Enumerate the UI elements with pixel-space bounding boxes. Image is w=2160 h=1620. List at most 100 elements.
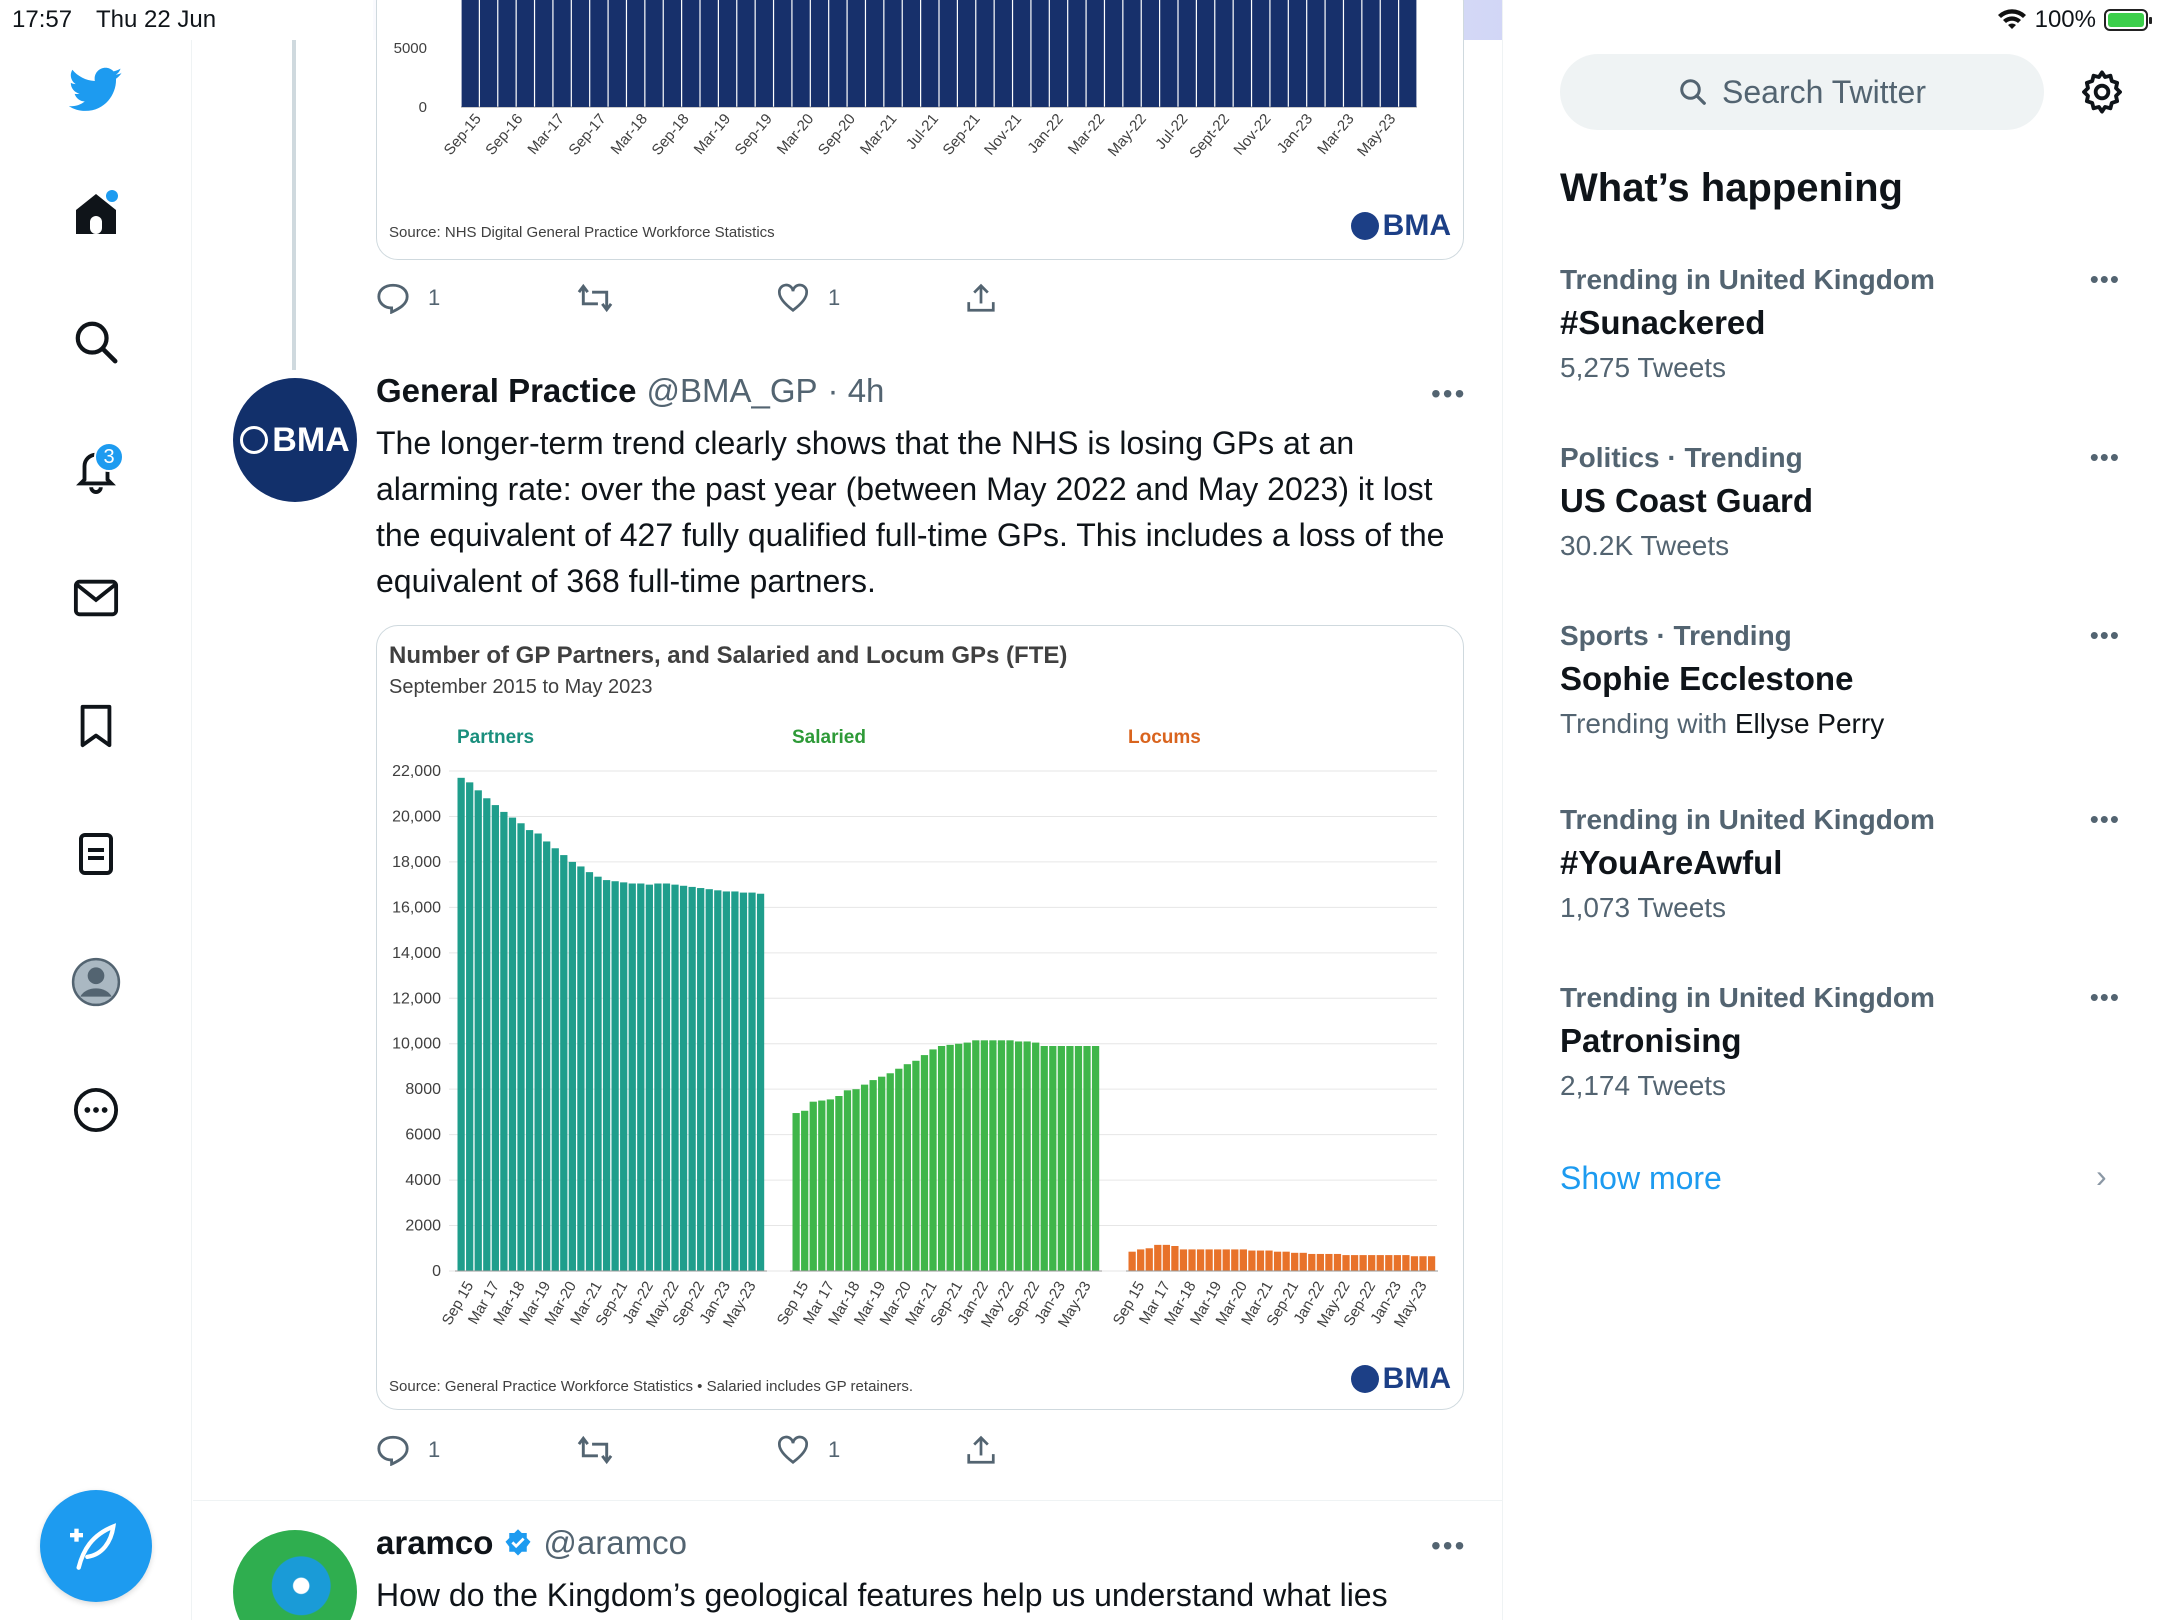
retweet-button[interactable] xyxy=(576,283,614,313)
bar xyxy=(1032,1042,1040,1271)
bar xyxy=(705,889,713,1271)
tweet-more-icon[interactable]: ••• xyxy=(1431,378,1467,409)
bar xyxy=(1196,1249,1205,1271)
messages-envelope-icon[interactable] xyxy=(66,568,126,628)
bma-avatar[interactable]: BMA xyxy=(233,378,357,502)
profile-avatar-icon[interactable] xyxy=(66,952,126,1012)
y-tick-label: 18,000 xyxy=(392,854,441,871)
more-menu-icon[interactable] xyxy=(66,1080,126,1140)
author-handle[interactable]: @aramco xyxy=(543,1524,687,1561)
bar xyxy=(1123,0,1141,107)
trend-item[interactable]: Sports · Trending Sophie Ecclestone Tren… xyxy=(1560,620,2120,740)
bar xyxy=(1013,0,1031,107)
bar xyxy=(1427,1256,1436,1271)
trend-name: #YouAreAwful xyxy=(1560,844,1783,881)
author-name[interactable]: aramco xyxy=(376,1524,494,1561)
explore-search-icon[interactable] xyxy=(66,312,126,372)
x-tick-label: Sep-21 xyxy=(940,111,984,159)
home-icon[interactable] xyxy=(66,184,126,244)
bma-logo: BMA xyxy=(1350,209,1451,243)
status-indicators: 100% xyxy=(1997,6,2152,34)
bar xyxy=(1419,1256,1427,1271)
bar xyxy=(1380,0,1399,107)
trend-more-icon[interactable]: ••• xyxy=(2089,264,2120,294)
bar xyxy=(835,1096,843,1271)
bar xyxy=(560,855,568,1271)
share-icon xyxy=(967,1435,995,1464)
trend-more-icon[interactable]: ••• xyxy=(2089,620,2120,650)
y-tick-label: 20,000 xyxy=(392,808,441,825)
trend-more-icon[interactable]: ••• xyxy=(2089,804,2120,834)
notifications-bell-icon[interactable]: 3 xyxy=(66,440,126,500)
retweet-button[interactable] xyxy=(576,1435,614,1465)
notifications-badge: 3 xyxy=(94,442,124,472)
bar xyxy=(671,884,679,1271)
bar xyxy=(902,0,921,107)
previous-tweet-chart-card[interactable]: 5000 0 Sep-15 Sep-16 Mar-17 Sep-17 Mar-18 Sep-1… xyxy=(376,0,1464,260)
bar xyxy=(792,1113,800,1271)
bar xyxy=(688,886,696,1271)
bar xyxy=(590,0,608,107)
status-date: Thu 22 Jun xyxy=(96,6,217,33)
bar xyxy=(594,876,602,1271)
bar xyxy=(878,1076,886,1271)
bar xyxy=(1256,1250,1265,1271)
aramco-avatar[interactable] xyxy=(233,1530,357,1620)
reply-button[interactable]: 1 xyxy=(376,1434,440,1466)
bookmarks-icon[interactable] xyxy=(66,696,126,756)
chart-title: Number of GP Partners, and Salaried and … xyxy=(389,642,1068,669)
bar xyxy=(955,1043,963,1271)
compose-tweet-button[interactable] xyxy=(40,1490,152,1602)
bar xyxy=(1068,0,1086,107)
share-button[interactable] xyxy=(966,1435,996,1465)
trend-item[interactable]: Politics · Trending US Coast Guard 30.2K… xyxy=(1560,442,2120,562)
bar xyxy=(1105,0,1123,107)
bar xyxy=(1362,0,1380,107)
bar xyxy=(1154,1244,1162,1271)
bar xyxy=(1344,0,1362,107)
trend-more-icon[interactable]: ••• xyxy=(2089,442,2120,472)
settings-gear-icon[interactable] xyxy=(2072,62,2132,122)
x-tick-label: Jul-21 xyxy=(903,111,942,153)
tweet-chart-card[interactable]: Number of GP Partners, and Salaried and … xyxy=(376,625,1464,1410)
x-tick-label: Nov-21 xyxy=(981,111,1025,159)
trend-item[interactable]: Trending in United Kingdom Patronising 2… xyxy=(1560,982,2120,1102)
bar xyxy=(852,1089,860,1271)
y-tick-label: 14,000 xyxy=(392,945,441,962)
bar xyxy=(847,0,865,107)
bar xyxy=(739,892,748,1271)
like-button[interactable]: 1 xyxy=(776,283,840,313)
reply-button[interactable]: 1 xyxy=(376,282,440,314)
share-button[interactable] xyxy=(966,283,996,313)
status-time: 17:57 xyxy=(12,6,73,33)
bar xyxy=(516,0,534,107)
tweet-more-icon[interactable]: ••• xyxy=(1431,1530,1467,1561)
twitter-logo-icon[interactable] xyxy=(66,60,126,120)
tweet-text: The longer-term trend clearly shows that… xyxy=(376,425,1445,599)
bar xyxy=(774,0,792,107)
author-name[interactable]: General Practice xyxy=(376,372,637,409)
x-tick-label: May-23 xyxy=(1354,111,1399,160)
tweet-time[interactable]: · 4h xyxy=(827,372,885,409)
search-input[interactable]: Search Twitter xyxy=(1560,54,2044,130)
x-tick-label: Nov-22 xyxy=(1230,111,1274,159)
bar xyxy=(939,0,957,107)
like-count: 1 xyxy=(828,285,841,310)
bar xyxy=(1350,1255,1359,1271)
like-button[interactable]: 1 xyxy=(776,1435,840,1465)
author-handle[interactable]: @BMA_GP xyxy=(646,372,818,409)
bar xyxy=(1342,1255,1350,1271)
show-more-link[interactable]: Show more xyxy=(1560,1160,1722,1196)
trend-context: Politics · Trending xyxy=(1560,442,1803,473)
trend-more-icon[interactable]: ••• xyxy=(2089,982,2120,1012)
x-tick-label: Sep-20 xyxy=(815,111,859,159)
lists-icon[interactable] xyxy=(66,824,126,884)
bar xyxy=(1141,0,1160,107)
x-tick-label: Sep-18 xyxy=(649,111,693,159)
trend-item[interactable]: Trending in United Kingdom #Sunackered 5… xyxy=(1560,264,2120,384)
retweet-icon xyxy=(577,1435,613,1465)
bar xyxy=(1359,1255,1367,1271)
bar xyxy=(645,884,653,1271)
bar xyxy=(748,892,756,1271)
trend-item[interactable]: Trending in United Kingdom #YouAreAwful … xyxy=(1560,804,2120,924)
